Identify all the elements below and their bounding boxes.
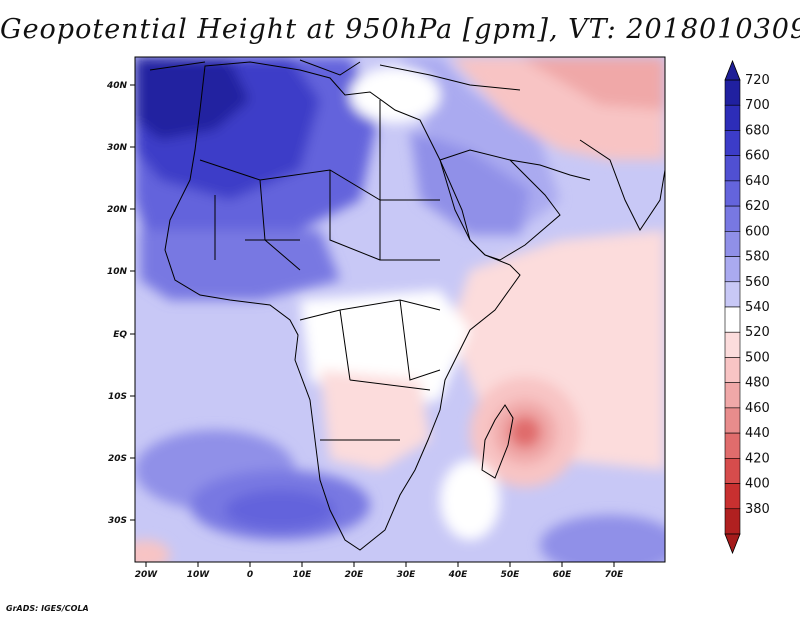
colorbar-bottom-arrow [724,533,741,555]
x-tick-label: 60E [553,570,573,580]
colorbar-segment [724,432,741,459]
credit-label: GrADS: IGES/COLA [6,604,89,613]
x-tick-label: 50E [501,570,521,580]
y-tick-label: 30S [108,516,127,526]
y-axis-labels: 40N 30N 20N 10N EQ 10S 20S 30S [106,81,128,526]
colorbar-segment [724,79,741,106]
colorbar-segment [724,231,741,257]
colorbar-segment [724,180,741,207]
x-tick-label: 70E [605,570,625,580]
colorbar-level-label: 580 [745,250,770,265]
colorbar-level-label: 380 [745,502,770,517]
plot-frame [134,56,666,563]
colorbar-segment [724,281,741,308]
colorbar-level-label: 440 [745,426,770,441]
colorbar-level-label: 400 [745,477,770,492]
colorbar-segment [724,306,741,333]
colorbar-segment [724,256,741,283]
y-tick-label: 20S [108,454,127,464]
y-tick-label: 20N [107,205,128,215]
colorbar-segment [724,483,741,510]
colorbar-segment [724,331,741,358]
colorbar-level-label: 640 [745,174,770,189]
x-tick-label: 20W [135,570,159,580]
x-axis-labels: 20W 10W 0 10E 20E 30E 40E 50E 60E 70E [135,570,624,580]
colorbar-segment [724,205,741,232]
colorbar-level-label: 600 [745,224,770,239]
colorbar-level-label: 680 [745,123,770,138]
colorbar-segment [724,130,741,156]
x-axis-ticks [145,562,615,567]
y-tick-label: 30N [107,143,128,153]
colorbar: 720 700 680 660 640 620 600 580 560 540 520 500 480 4… [724,59,770,555]
y-tick-label: 10N [107,267,128,277]
coastlines-and-borders [149,59,665,551]
colorbar-segment [724,155,741,182]
y-axis-ticks [130,84,135,521]
colorbar-segment [724,458,741,484]
height-field [135,57,665,562]
x-tick-label: 30E [397,570,417,580]
y-tick-label: 40N [106,81,128,91]
map-title: Geopotential Height at 950hPa [gpm], VT:… [0,14,800,45]
colorbar-level-label: 540 [745,300,770,315]
colorbar-level-label: 420 [745,451,770,466]
colorbar-level-label: 500 [745,350,770,365]
colorbar-level-label: 700 [745,98,770,113]
colorbar-level-label: 520 [745,325,770,340]
colorbar-level-label: 720 [745,73,770,88]
x-tick-label: 10W [187,570,211,580]
colorbar-segment [724,508,741,535]
colorbar-segment [724,407,741,434]
y-tick-label: EQ [113,330,127,340]
colorbar-level-label: 560 [745,275,770,290]
colorbar-level-label: 620 [745,199,770,214]
x-tick-label: 0 [247,570,253,580]
colorbar-segment [724,382,741,409]
x-tick-label: 10E [293,570,313,580]
colorbar-level-label: 480 [745,376,770,391]
colorbar-segment [724,104,741,131]
y-tick-label: 10S [108,392,127,402]
colorbar-segment [724,357,741,383]
x-tick-label: 20E [345,570,365,580]
x-tick-label: 40E [448,570,469,580]
colorbar-top-arrow [724,59,741,81]
colorbar-level-label: 460 [745,401,770,416]
colorbar-level-label: 660 [745,149,770,164]
